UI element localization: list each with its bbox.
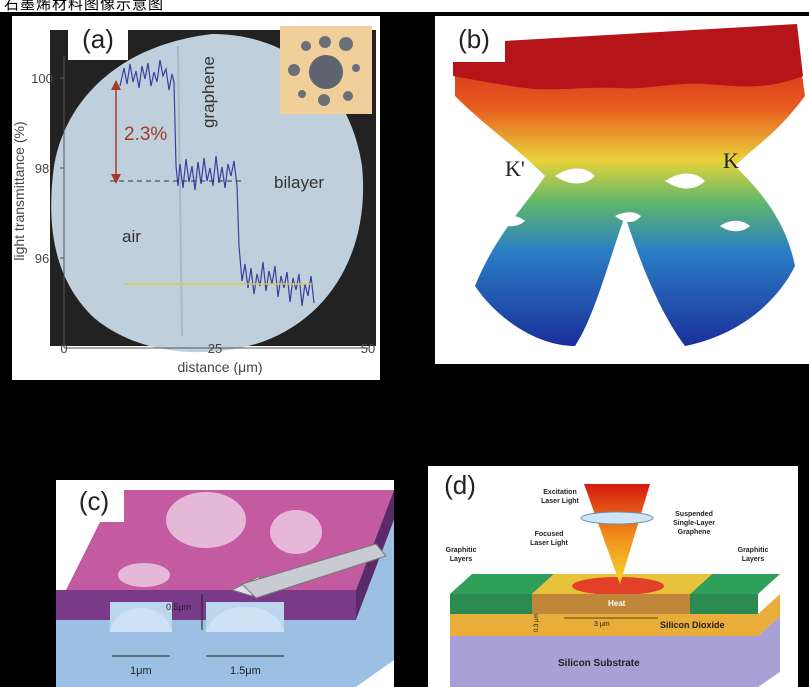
hole-top-view [166, 492, 246, 548]
laser-beam [584, 484, 650, 584]
k-label: K [723, 148, 739, 173]
top-caption: 石墨烯材料图像示意图 [4, 0, 165, 12]
y-tick-label: 96 [35, 251, 49, 266]
panel-b-label: (b) [443, 20, 505, 62]
dirac-cone [615, 212, 641, 222]
panel-a: 100 98 96 0 25 50 distance (μm) light tr… [12, 16, 380, 380]
label-graphitic-right: Graphitic Layers [737, 547, 769, 563]
panel-b-figure: K' K [453, 24, 805, 346]
inset-big-hole [309, 55, 343, 89]
inset-hole [343, 91, 353, 101]
inset-hole [301, 41, 311, 51]
dirac-cone [495, 215, 525, 227]
hole2-label: 1.5μm [230, 665, 261, 677]
silicon-substrate [450, 616, 780, 687]
silicon-dioxide [450, 594, 780, 636]
label-excitation: Excitation Laser Light [541, 489, 579, 505]
inset-hole [339, 37, 353, 51]
percent-annotation: 2.3% [124, 124, 167, 145]
band-surface [455, 26, 805, 346]
panel-c-label: (c) [64, 482, 124, 522]
hole-top-view [270, 510, 322, 554]
transmittance-trace [119, 59, 315, 307]
x-tick-label: 50 [361, 341, 375, 356]
heat-spot [572, 577, 664, 595]
y-tick-label: 98 [35, 161, 49, 176]
label-suspended: Suspended Single-Layer Graphene [672, 511, 715, 536]
panel-c: 0.5μm 1μm 1.5μm (c) [56, 480, 394, 687]
inset-hole [352, 64, 360, 72]
graphitic-layer-right-front [690, 594, 758, 614]
region-label-graphene: graphene [199, 56, 218, 128]
k-prime-label: K' [505, 156, 525, 181]
panel-b: K' K (b) [435, 16, 809, 364]
graphitic-layer-left-front [450, 594, 532, 614]
percent-arrow-head-top [111, 80, 121, 90]
afm-cantilever [241, 543, 387, 599]
panel-d-figure: Heat Silicon Dioxide Silicon Substrate 3… [450, 484, 780, 687]
inset-hole [319, 36, 331, 48]
x-axis-label: distance (μm) [177, 359, 262, 375]
region-label-bilayer: bilayer [274, 173, 324, 192]
focusing-lens [580, 511, 654, 525]
graphitic-layer-right [690, 574, 780, 594]
trench [532, 594, 690, 614]
inset-hole [298, 90, 306, 98]
depth-dimension-label: 0.3 μm [534, 614, 540, 632]
heat-label: Heat [608, 599, 626, 608]
hole-top-view [118, 563, 170, 587]
inset-hole [318, 94, 330, 106]
panel-c-figure: 0.5μm 1μm 1.5μm [56, 490, 394, 687]
inset-hole [288, 64, 300, 76]
substrate-label: Silicon Substrate [558, 658, 640, 669]
well-right-bubble [206, 606, 284, 632]
bilayer-boundary [177, 45, 183, 337]
percent-arrow-head-bottom [111, 174, 121, 184]
x-tick-label: 0 [60, 341, 67, 356]
region-label-air: air [122, 227, 141, 246]
label-graphitic-left: Graphitic Layers [445, 547, 477, 563]
depth-label: 0.5μm [166, 602, 191, 612]
hole1-label: 1μm [130, 665, 152, 677]
panel-a-label: (a) [68, 20, 128, 60]
band-red-top [453, 24, 803, 90]
y-axis-label: light transmittance (%) [12, 121, 27, 260]
panel-d-label: (d) [432, 466, 488, 502]
well-left-bubble [110, 608, 172, 632]
width-dimension-label: 3 μm [594, 621, 610, 628]
y-tick-label: 100 [31, 71, 53, 86]
label-focused: Focused Laser Light [530, 531, 568, 547]
panel-d: Heat Silicon Dioxide Silicon Substrate 3… [428, 466, 798, 687]
top-caption-strip: 石墨烯材料图像示意图 [0, 0, 809, 12]
dirac-cone [665, 173, 705, 189]
x-tick-label: 25 [208, 341, 222, 356]
oxide-label: Silicon Dioxide [660, 620, 725, 630]
dirac-cone [555, 168, 595, 184]
dirac-cone [720, 220, 750, 232]
graphitic-layer-left [450, 574, 554, 594]
substrate [56, 520, 394, 687]
panel-a-figure: 100 98 96 0 25 50 distance (μm) light tr… [12, 26, 376, 375]
